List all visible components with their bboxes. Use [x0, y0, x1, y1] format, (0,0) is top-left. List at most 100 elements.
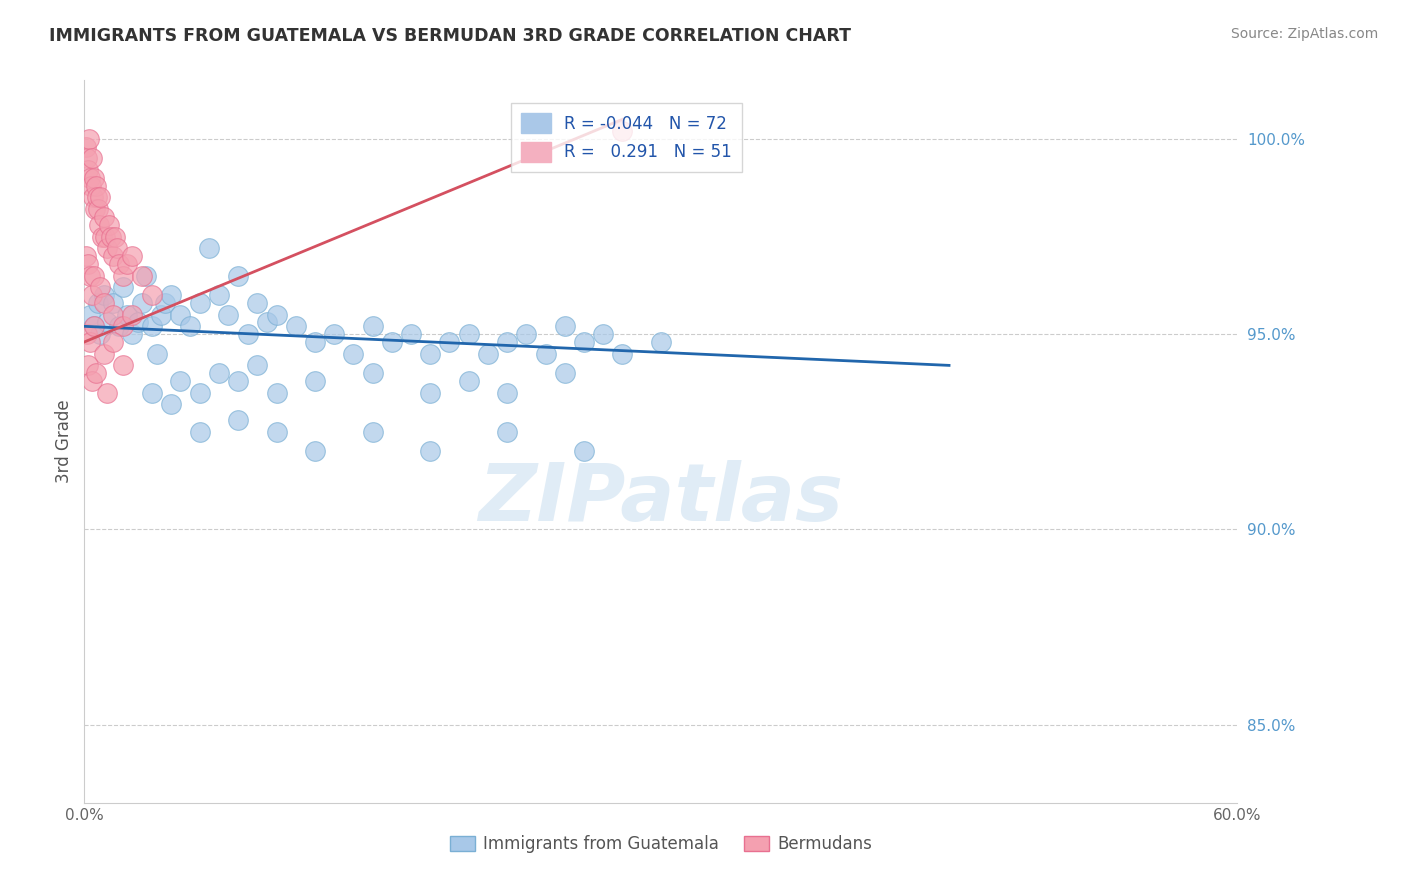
Point	[554, 319, 576, 334]
Point	[146, 346, 169, 360]
Point	[496, 334, 519, 349]
Point	[477, 346, 499, 360]
Point	[554, 366, 576, 380]
Point	[100, 229, 122, 244]
Text: ZIPatlas: ZIPatlas	[478, 460, 844, 539]
Point	[96, 241, 118, 255]
Point	[160, 397, 183, 411]
Point	[160, 288, 183, 302]
Point	[135, 268, 157, 283]
Point	[226, 413, 249, 427]
Point	[96, 385, 118, 400]
Point	[572, 334, 595, 349]
Point	[111, 319, 134, 334]
Point	[198, 241, 221, 255]
Point	[104, 229, 127, 244]
Point	[169, 308, 191, 322]
Point	[93, 346, 115, 360]
Point	[79, 334, 101, 349]
Point	[111, 359, 134, 373]
Point	[105, 241, 128, 255]
Point	[361, 319, 384, 334]
Point	[75, 249, 97, 263]
Point	[188, 296, 211, 310]
Point	[141, 385, 163, 400]
Point	[94, 229, 117, 244]
Point	[83, 170, 105, 185]
Point	[84, 366, 107, 380]
Point	[188, 385, 211, 400]
Point	[80, 152, 103, 166]
Point	[361, 366, 384, 380]
Point	[256, 315, 278, 329]
Point	[87, 202, 110, 216]
Point	[108, 257, 131, 271]
Point	[79, 268, 101, 283]
Point	[77, 359, 100, 373]
Point	[612, 124, 634, 138]
Y-axis label: 3rd Grade: 3rd Grade	[55, 400, 73, 483]
Text: Source: ZipAtlas.com: Source: ZipAtlas.com	[1230, 27, 1378, 41]
Point	[103, 296, 124, 310]
Point	[226, 268, 249, 283]
Point	[304, 334, 326, 349]
Point	[98, 218, 121, 232]
Point	[131, 268, 153, 283]
Point	[90, 229, 112, 244]
Point	[572, 444, 595, 458]
Text: IMMIGRANTS FROM GUATEMALA VS BERMUDAN 3RD GRADE CORRELATION CHART: IMMIGRANTS FROM GUATEMALA VS BERMUDAN 3R…	[49, 27, 851, 45]
Point	[650, 334, 672, 349]
Point	[208, 366, 231, 380]
Point	[82, 190, 104, 204]
Point	[612, 346, 634, 360]
Point	[131, 296, 153, 310]
Point	[87, 296, 110, 310]
Point	[419, 385, 441, 400]
Point	[496, 385, 519, 400]
Point	[323, 327, 346, 342]
Point	[284, 319, 307, 334]
Point	[127, 315, 149, 329]
Point	[342, 346, 364, 360]
Point	[226, 374, 249, 388]
Point	[419, 346, 441, 360]
Point	[592, 327, 614, 342]
Point	[246, 296, 269, 310]
Point	[141, 319, 163, 334]
Point	[121, 249, 143, 263]
Point	[89, 327, 111, 342]
Point	[439, 334, 461, 349]
Legend: Immigrants from Guatemala, Bermudans: Immigrants from Guatemala, Bermudans	[443, 828, 879, 860]
Point	[75, 139, 97, 153]
Point	[83, 319, 105, 334]
Point	[111, 280, 134, 294]
Point	[496, 425, 519, 439]
Point	[89, 190, 111, 204]
Point	[266, 308, 288, 322]
Point	[399, 327, 422, 342]
Point	[80, 374, 103, 388]
Point	[457, 374, 479, 388]
Point	[121, 308, 143, 322]
Point	[304, 374, 326, 388]
Point	[208, 288, 231, 302]
Point	[179, 319, 201, 334]
Point	[96, 315, 118, 329]
Point	[79, 170, 101, 185]
Point	[77, 257, 100, 271]
Point	[83, 319, 105, 334]
Point	[93, 288, 115, 302]
Point	[86, 190, 108, 204]
Point	[93, 210, 115, 224]
Point	[218, 308, 240, 322]
Point	[236, 327, 259, 342]
Point	[80, 288, 103, 302]
Point	[103, 334, 124, 349]
Point	[361, 425, 384, 439]
Point	[79, 308, 101, 322]
Point	[103, 249, 124, 263]
Point	[87, 218, 110, 232]
Point	[84, 178, 107, 193]
Point	[153, 296, 176, 310]
Point	[111, 268, 134, 283]
